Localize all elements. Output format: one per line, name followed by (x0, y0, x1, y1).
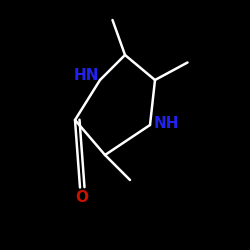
Text: HN: HN (74, 68, 99, 83)
Text: O: O (75, 190, 88, 204)
Text: NH: NH (154, 116, 179, 131)
